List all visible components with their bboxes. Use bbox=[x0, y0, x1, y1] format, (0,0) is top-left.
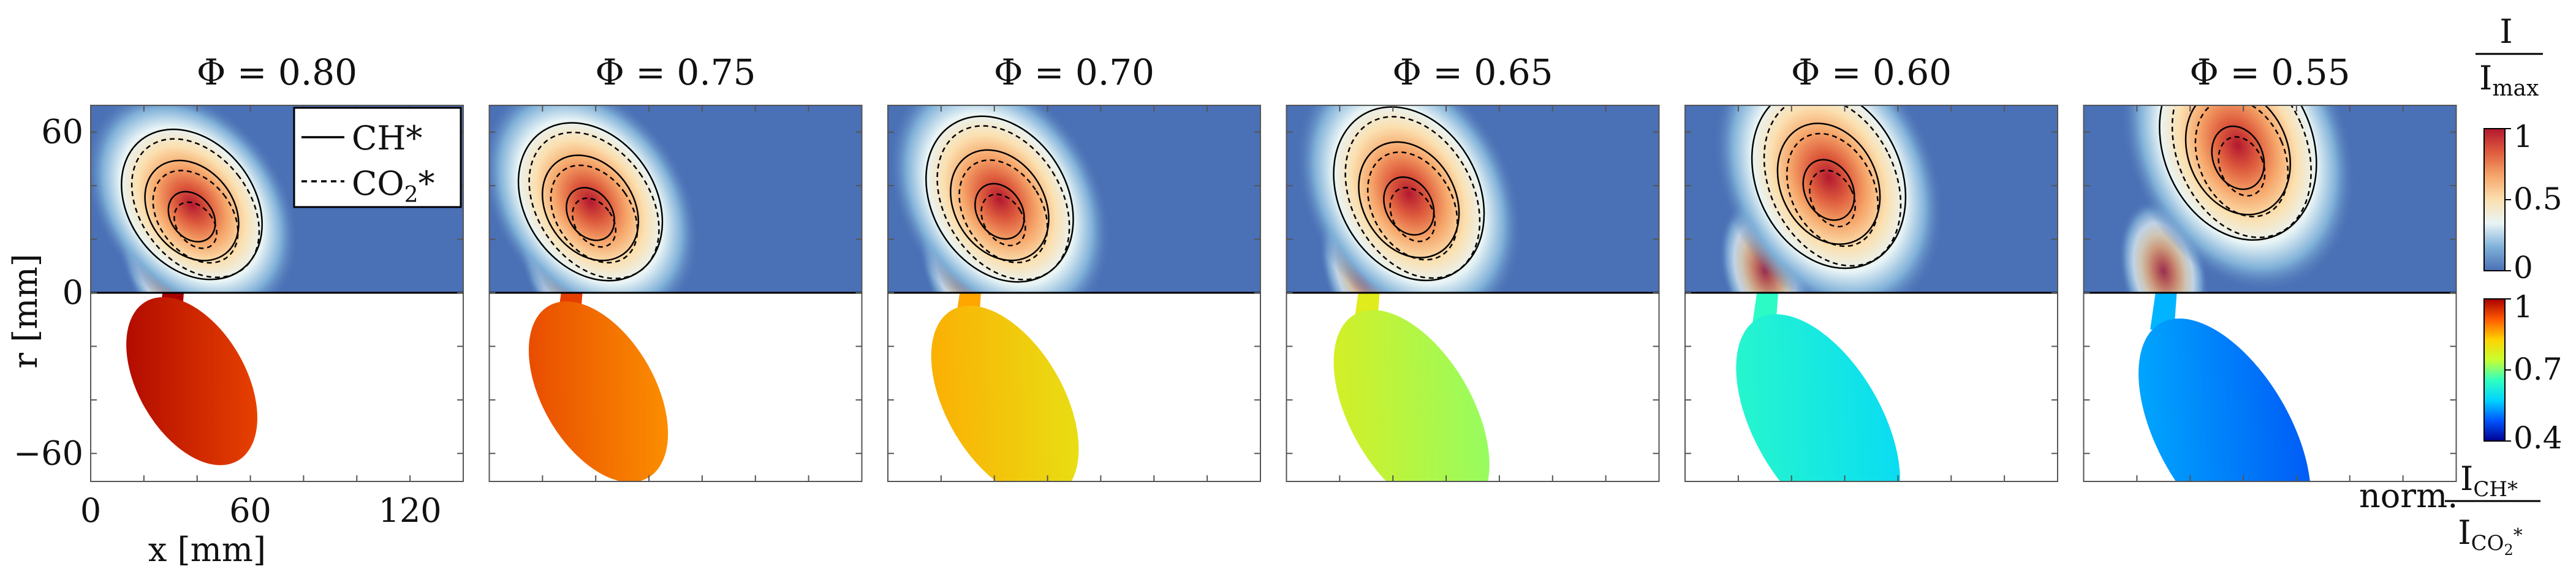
ch-contour bbox=[541, 154, 640, 262]
ch-contour bbox=[167, 190, 216, 243]
co2-contour bbox=[980, 193, 1026, 247]
legend-entry-co2: CO2* bbox=[352, 164, 435, 208]
ratio-field bbox=[126, 293, 257, 466]
ratio-blob bbox=[126, 297, 257, 466]
co2-contour bbox=[936, 125, 1070, 281]
ratio-field bbox=[931, 293, 1079, 481]
x-tick-label: 120 bbox=[379, 491, 442, 530]
ch-contour bbox=[974, 183, 1025, 240]
legend: CH* CO2* bbox=[293, 107, 462, 208]
intensity-blob bbox=[1713, 105, 1945, 293]
co2-contour bbox=[2194, 105, 2289, 217]
panels: Φ = 0.80 0 60 120 60 0 −60 Φ = 0.75 Φ = 0.70 Φ = … bbox=[13, 51, 2457, 530]
colorbar-intensity-tick-label: 0 bbox=[2513, 250, 2533, 285]
colorbar-ratio-numerator: ICH* bbox=[2460, 459, 2518, 502]
intensity-field bbox=[91, 105, 300, 293]
intensity-field bbox=[489, 105, 700, 293]
panel-phi-0.60: Φ = 0.60 bbox=[1684, 51, 2058, 482]
ratio-field bbox=[2138, 293, 2311, 481]
ch-contour bbox=[950, 149, 1050, 262]
ratio-blob bbox=[2138, 318, 2311, 481]
intensity-field bbox=[1295, 105, 1523, 293]
colorbar-intensity-numerator: I bbox=[2499, 12, 2512, 51]
panel-title: Φ = 0.70 bbox=[994, 51, 1154, 93]
panel-title: Φ = 0.60 bbox=[1791, 51, 1952, 93]
colorbar-intensity-ticks: 10.50 bbox=[2505, 119, 2563, 285]
panel-title: Φ = 0.75 bbox=[595, 51, 756, 93]
intensity-field bbox=[2118, 105, 2356, 293]
ch-contour bbox=[1776, 123, 1881, 245]
intensity-blob bbox=[2120, 105, 2356, 293]
ch-contour bbox=[144, 159, 240, 262]
ratio-field bbox=[1333, 293, 1490, 481]
colorbar-intensity-gradient bbox=[2483, 128, 2506, 271]
ratio-field bbox=[528, 293, 669, 481]
colorbar-ratio: 1 0.7 0.4 norm. ICH* ICO2* bbox=[2359, 289, 2563, 559]
panel-title: Φ = 0.55 bbox=[2189, 51, 2350, 93]
colorbar-ratio-tick-label: 0.4 bbox=[2513, 420, 2563, 456]
colorbar-ratio-tick-label: 0.7 bbox=[2513, 352, 2563, 387]
x-tick-label: 0 bbox=[80, 491, 101, 530]
panel-phi-0.65: Φ = 0.65 bbox=[1286, 51, 1660, 482]
ratio-blob bbox=[1333, 310, 1490, 481]
co2-contour bbox=[173, 201, 218, 249]
intensity-field bbox=[888, 105, 1112, 293]
colorbar-intensity-tick-label: 1 bbox=[2513, 119, 2533, 154]
co2-contour bbox=[152, 170, 239, 264]
ch-contour bbox=[1802, 159, 1855, 221]
co2-contour bbox=[550, 164, 638, 264]
co2-contour bbox=[1786, 132, 1879, 247]
co2-contour bbox=[1763, 105, 1902, 267]
ch-contour bbox=[2211, 125, 2265, 190]
colorbar-intensity: I Imax 10.50 bbox=[2476, 12, 2563, 285]
x-axis-label: x [mm] bbox=[148, 530, 266, 569]
ratio-field bbox=[1736, 293, 1900, 481]
panel-title: Φ = 0.65 bbox=[1392, 51, 1553, 93]
y-tick-label: 60 bbox=[41, 113, 83, 151]
colorbar-intensity-denominator: Imax bbox=[2479, 59, 2539, 101]
ch-contour bbox=[2184, 105, 2291, 216]
colorbar-ratio-prefix: norm. bbox=[2359, 477, 2458, 515]
panel-title: Φ = 0.80 bbox=[197, 51, 357, 93]
panel-phi-0.75: Φ = 0.75 bbox=[488, 51, 863, 482]
ratio-blob bbox=[1736, 314, 1900, 481]
panel-phi-0.55: Φ = 0.55 bbox=[2083, 51, 2457, 482]
co2-contour bbox=[1389, 187, 1436, 243]
colorbar-ratio-denominator: ICO2* bbox=[2458, 513, 2523, 559]
co2-contour bbox=[2171, 105, 2312, 238]
y-tick-label: 0 bbox=[63, 273, 83, 312]
ch-contour bbox=[1358, 141, 1460, 258]
y-tick-label: −60 bbox=[13, 434, 83, 472]
intensity-blob bbox=[888, 105, 1112, 293]
legend-box bbox=[293, 107, 462, 208]
colorbar-ratio-ticks: 1 0.7 0.4 bbox=[2505, 289, 2563, 456]
intensity-field bbox=[1713, 105, 1945, 293]
co2-contour bbox=[131, 138, 260, 279]
intensity-blob bbox=[489, 105, 700, 293]
legend-entry-ch: CH* bbox=[352, 119, 422, 157]
y-axis-label: r [mm] bbox=[6, 254, 45, 369]
ch-contour bbox=[2159, 105, 2317, 241]
colorbar-intensity-tick-label: 0.5 bbox=[2513, 181, 2563, 217]
co2-contour bbox=[528, 131, 660, 279]
ch-contour bbox=[566, 187, 615, 241]
ch-contour bbox=[1383, 176, 1435, 236]
colorbar-ratio-tick-label: 1 bbox=[2513, 289, 2533, 325]
ch-contour bbox=[517, 122, 664, 282]
ch-contour bbox=[1333, 106, 1485, 282]
x-tick-label: 60 bbox=[229, 491, 271, 530]
co2-contour bbox=[2218, 136, 2266, 197]
intensity-blob bbox=[1295, 105, 1523, 293]
co2-contour bbox=[958, 159, 1048, 263]
panel-phi-0.70: Φ = 0.70 bbox=[887, 51, 1261, 482]
co2-contour bbox=[1366, 151, 1458, 261]
intensity-blob bbox=[91, 105, 300, 293]
ratio-blob bbox=[528, 301, 669, 481]
ratio-blob bbox=[931, 306, 1079, 481]
co2-contour bbox=[571, 197, 617, 248]
colorbar-ratio-gradient bbox=[2483, 298, 2506, 442]
